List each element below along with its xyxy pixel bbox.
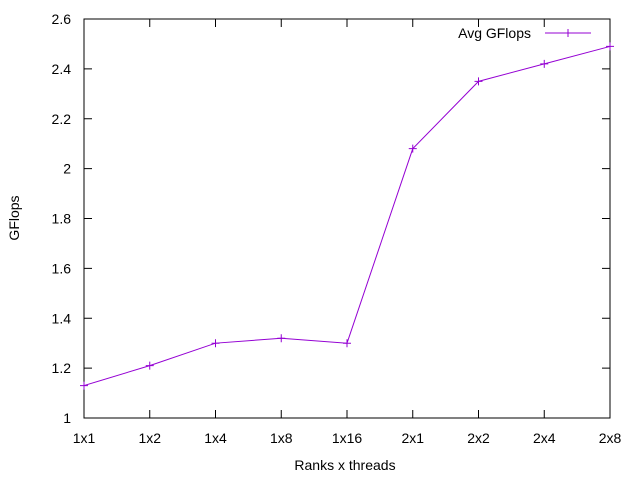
x-tick-label: 1x4: [204, 430, 227, 446]
data-point: [277, 334, 286, 343]
y-tick-label: 1: [63, 410, 71, 426]
legend-marker: [564, 29, 572, 37]
x-tick-label: 1x16: [332, 430, 363, 446]
data-point: [474, 77, 483, 86]
x-tick-label: 2x2: [467, 430, 490, 446]
x-axis-label: Ranks x threads: [294, 457, 395, 473]
x-tick-label: 2x4: [533, 430, 556, 446]
y-tick-label: 2: [63, 161, 71, 177]
x-tick-label: 1x2: [138, 430, 161, 446]
x-tick-label: 2x1: [401, 430, 424, 446]
x-tick-label: 1x8: [270, 430, 293, 446]
series-layer: [80, 42, 614, 390]
legend-label: Avg GFlops: [458, 25, 531, 41]
y-axis: 1 1.2 1.4 1.6 1.8 2 2.2 2.4 2.6: [52, 11, 610, 426]
data-point: [408, 144, 417, 153]
data-point: [343, 339, 351, 348]
x-tick-label: 1x1: [73, 430, 96, 446]
data-point: [145, 361, 154, 370]
y-tick-label: 2.2: [52, 111, 72, 127]
data-point: [211, 339, 220, 348]
x-tick-label: 2x8: [599, 430, 622, 446]
x-axis: 1x1 1x2 1x4 1x8 1x16 2x1 2x2 2x4 2x8: [73, 19, 622, 446]
y-tick-label: 1.4: [52, 310, 72, 326]
y-tick-label: 1.8: [52, 211, 72, 227]
y-axis-label: GFlops: [6, 195, 22, 240]
data-point: [80, 381, 88, 390]
y-tick-label: 1.6: [52, 260, 72, 276]
y-tick-label: 2.6: [52, 11, 72, 27]
y-tick-label: 2.4: [52, 61, 72, 77]
y-tick-label: 1.2: [52, 360, 72, 376]
series-line: [83, 45, 611, 387]
plot-frame: [83, 18, 611, 419]
legend: Avg GFlops: [458, 25, 591, 41]
data-point: [540, 59, 549, 68]
data-point: [606, 42, 614, 51]
